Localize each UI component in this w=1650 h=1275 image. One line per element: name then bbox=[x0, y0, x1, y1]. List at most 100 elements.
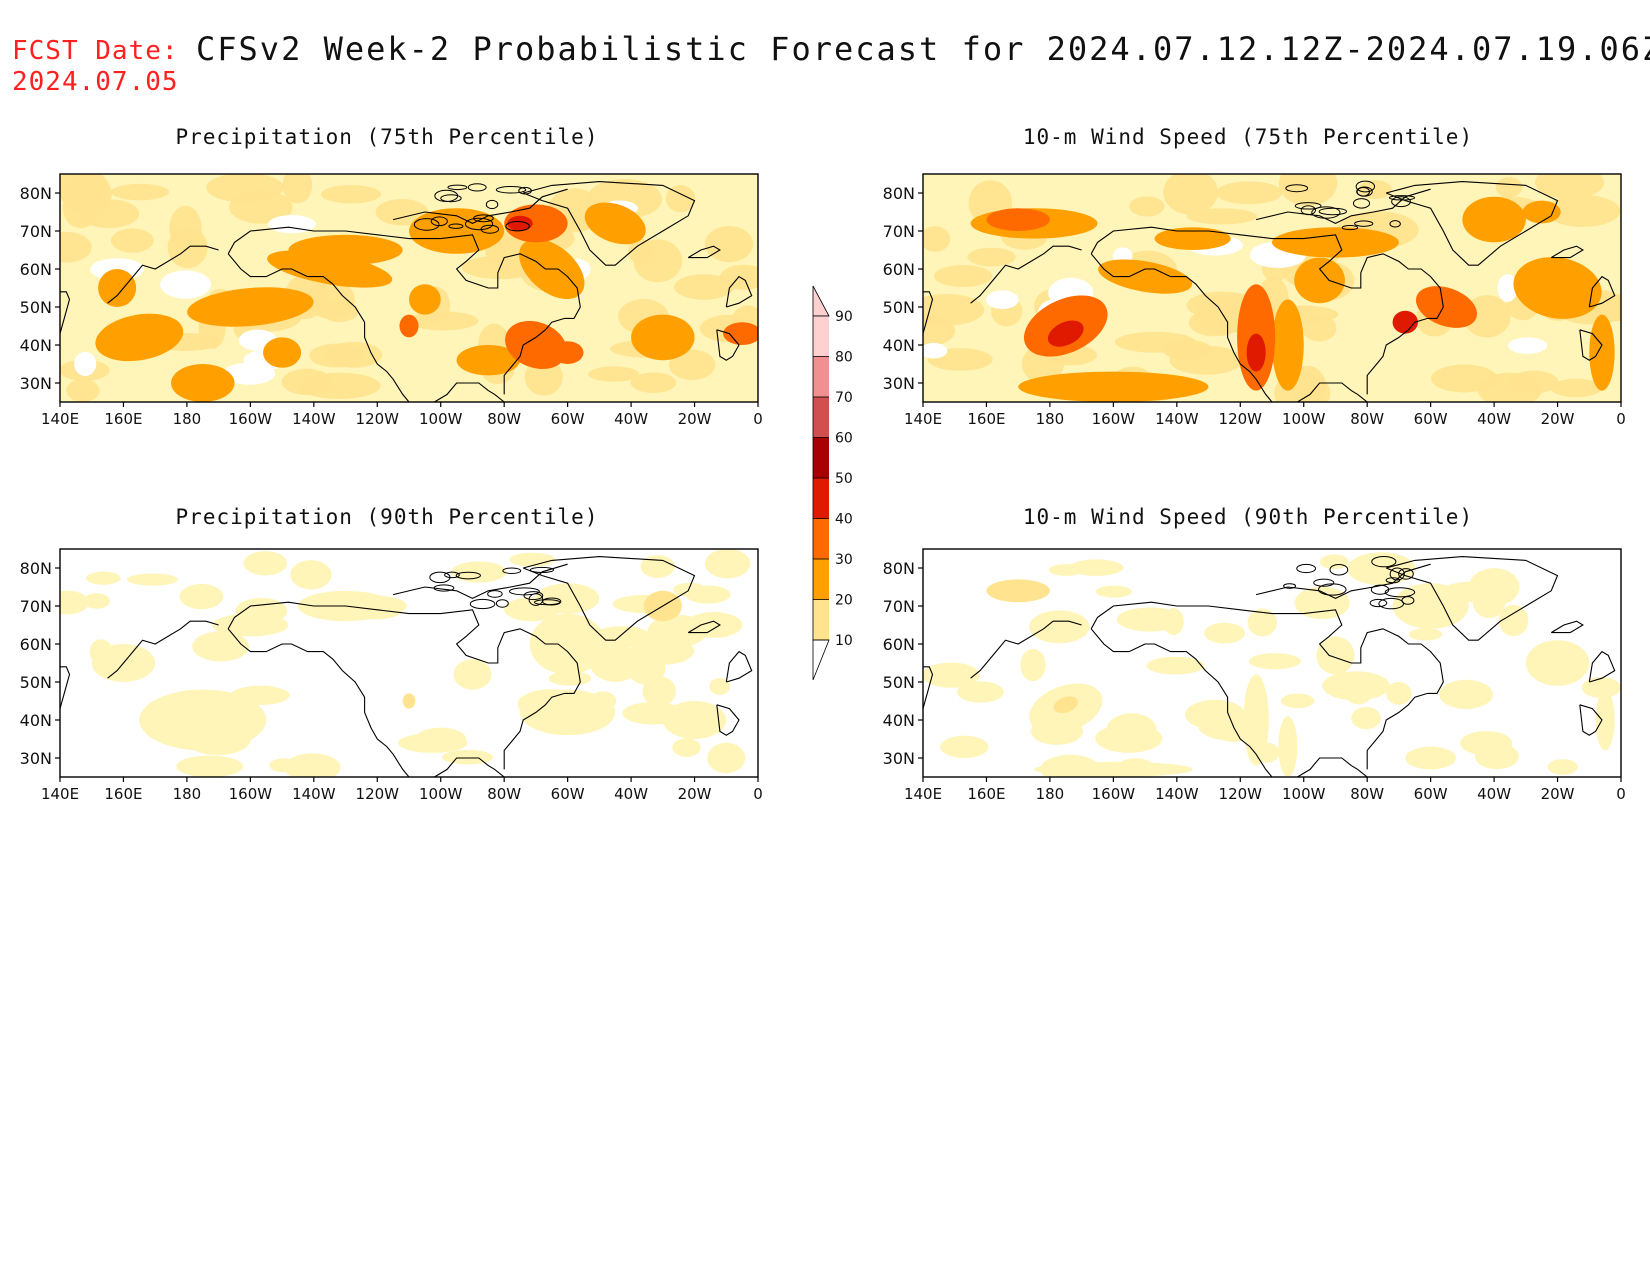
lon-tick-label: 100W bbox=[419, 785, 463, 803]
coastline bbox=[1090, 628, 1273, 777]
colorbar-segment bbox=[813, 397, 829, 438]
arctic-island bbox=[487, 590, 503, 598]
contour-fill bbox=[1525, 640, 1590, 686]
lon-tick-label: 120W bbox=[1219, 785, 1263, 803]
arctic-island bbox=[1317, 583, 1347, 596]
lon-tick-label: 100W bbox=[419, 410, 463, 428]
contour-fill bbox=[1488, 736, 1510, 766]
contour-fill bbox=[704, 549, 751, 579]
lon-tick-label: 160W bbox=[229, 410, 273, 428]
colorbar: 10 20 30 40 50 60 70 80 90 bbox=[812, 285, 853, 681]
contour-fill bbox=[1431, 364, 1498, 393]
lat-tick-label: 70N bbox=[20, 222, 52, 241]
contour-fill bbox=[1408, 628, 1443, 641]
contour-fill bbox=[1129, 196, 1165, 217]
map-panel-2: 80N 70N 60N 50N 40N 30N 140E 160E 180 160W 140W 120… bbox=[20, 548, 763, 803]
arctic-island bbox=[1341, 225, 1359, 231]
contour-fill bbox=[1053, 696, 1078, 714]
lon-tick-label: 160E bbox=[967, 410, 1005, 428]
contour-fill bbox=[986, 208, 1050, 232]
coastline bbox=[522, 556, 696, 641]
lon-tick-label: 140E bbox=[904, 785, 942, 803]
arctic-island bbox=[480, 224, 500, 234]
contour-fill bbox=[1247, 608, 1278, 637]
contour-fill bbox=[1405, 746, 1457, 770]
contour-fill bbox=[1020, 648, 1046, 682]
lat-tick-label: 60N bbox=[20, 260, 52, 279]
fcst-date-caption: FCST Date: bbox=[12, 36, 179, 66]
colorbar-segment bbox=[813, 559, 829, 600]
arctic-island bbox=[464, 217, 494, 231]
contour-fill bbox=[192, 631, 250, 662]
fcst-date-value: 2024.07.05 bbox=[12, 67, 179, 97]
contour-fill bbox=[1248, 653, 1301, 670]
arctic-island bbox=[467, 183, 487, 192]
colorbar-segment bbox=[813, 599, 829, 640]
contour-fill bbox=[529, 613, 606, 675]
lat-tick-label: 60N bbox=[883, 635, 915, 654]
contour-fill bbox=[1272, 227, 1399, 258]
contour-fill bbox=[60, 174, 109, 208]
contour-fill bbox=[1272, 299, 1304, 391]
arctic-island bbox=[1388, 195, 1416, 201]
coastline bbox=[107, 245, 219, 304]
lon-tick-label: 20W bbox=[678, 410, 712, 428]
coastline bbox=[1090, 226, 1444, 395]
coastline bbox=[227, 628, 410, 777]
coastline bbox=[1579, 329, 1603, 361]
contour-fill bbox=[1278, 174, 1338, 206]
contour-fill bbox=[206, 174, 284, 203]
panel-title-precip-90: Precipitation (90th Percentile) bbox=[175, 505, 599, 529]
contour-fill bbox=[986, 579, 1050, 603]
colorbar-label: 60 bbox=[835, 431, 853, 447]
colorbar-top-triangle bbox=[812, 285, 830, 317]
contour-fill bbox=[1095, 724, 1163, 753]
coastline bbox=[1090, 601, 1444, 770]
coastline bbox=[392, 563, 568, 600]
lat-tick-label: 40N bbox=[883, 336, 915, 355]
map-frame bbox=[59, 173, 759, 403]
contour-fill bbox=[923, 662, 980, 688]
contour-fill bbox=[74, 351, 97, 377]
contour-fill bbox=[290, 560, 332, 590]
coastline bbox=[1385, 181, 1559, 266]
coastline bbox=[1090, 253, 1273, 402]
contour-fill bbox=[709, 678, 731, 695]
panel-title-precip-75: Precipitation (75th Percentile) bbox=[175, 125, 599, 149]
lon-tick-label: 140E bbox=[41, 410, 79, 428]
lon-tick-label: 140E bbox=[904, 410, 942, 428]
contour-fill bbox=[985, 290, 1019, 310]
contour-fill bbox=[95, 313, 184, 362]
arctic-island bbox=[495, 185, 527, 194]
probability-field bbox=[923, 549, 1621, 777]
lat-tick-label: 30N bbox=[883, 749, 915, 768]
lon-tick-label: 140W bbox=[292, 785, 336, 803]
contour-fill bbox=[1186, 208, 1258, 225]
coastline bbox=[1255, 188, 1431, 225]
lon-tick-label: 60W bbox=[1414, 410, 1448, 428]
contour-fill bbox=[1278, 716, 1298, 777]
colorbar-segment bbox=[813, 316, 829, 357]
lon-tick-label: 40W bbox=[1477, 785, 1511, 803]
contour-fill bbox=[923, 226, 951, 252]
contour-fill bbox=[126, 573, 178, 586]
arctic-island bbox=[1355, 180, 1376, 193]
colorbar-label: 40 bbox=[835, 512, 853, 528]
contour-fill bbox=[1498, 604, 1529, 637]
lon-tick-label: 20W bbox=[678, 785, 712, 803]
colorbar-segment bbox=[813, 518, 829, 559]
lon-tick-label: 60W bbox=[1414, 785, 1448, 803]
contour-fill bbox=[505, 320, 567, 370]
lon-tick-label: 20W bbox=[1541, 410, 1575, 428]
arctic-island bbox=[433, 584, 455, 592]
lat-tick-label: 50N bbox=[883, 673, 915, 692]
arctic-island bbox=[1313, 578, 1335, 587]
colorbar-label: 10 bbox=[835, 633, 853, 649]
lon-tick-label: 40W bbox=[614, 785, 648, 803]
arctic-island bbox=[533, 599, 561, 606]
arctic-island bbox=[469, 598, 496, 610]
contour-fill bbox=[1547, 759, 1578, 775]
lat-tick-label: 70N bbox=[883, 597, 915, 616]
lat-tick-label: 30N bbox=[20, 374, 52, 393]
